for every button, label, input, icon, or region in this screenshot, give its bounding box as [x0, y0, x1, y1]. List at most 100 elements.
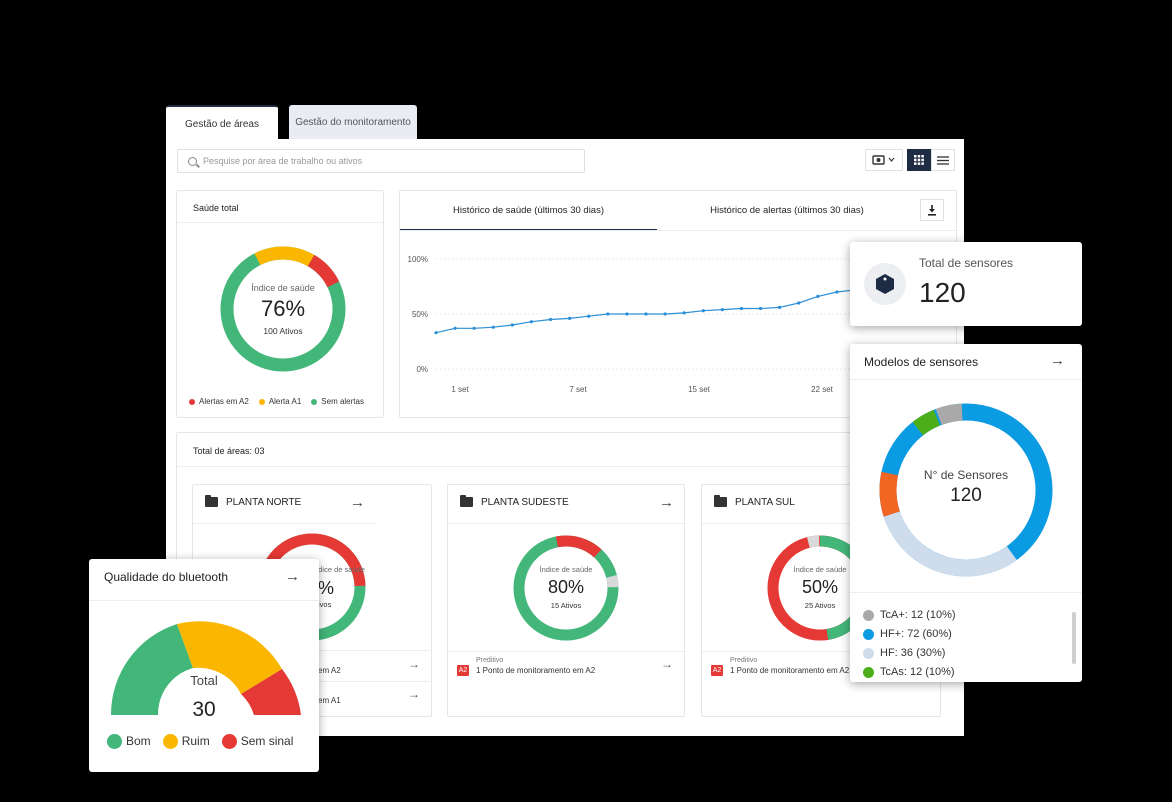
arrow-right-icon[interactable]: →: [408, 687, 420, 701]
data-point: [491, 325, 495, 329]
data-point: [663, 312, 667, 316]
bluetooth-center-label: Total: [190, 673, 218, 688]
legend-item: Ruim: [162, 734, 210, 750]
y-tick-label: 100%: [408, 255, 428, 264]
sensor-models-title: Modelos de sensores: [864, 355, 979, 369]
tab-alerts-history[interactable]: Histórico de alertas (últimos 30 dias): [657, 191, 917, 229]
area-value: 80%: [547, 577, 585, 597]
arrow-right-icon[interactable]: →: [285, 568, 300, 585]
alert-type: Preditivo: [476, 657, 504, 664]
scrollbar[interactable]: [1072, 612, 1076, 664]
list-icon: [937, 155, 949, 165]
bluetooth-card: Qualidade do bluetooth → Total 30 Bom Ru…: [89, 559, 319, 772]
data-point: [434, 331, 438, 335]
list-view-button[interactable]: [931, 149, 955, 171]
x-tick-label: 15 set: [688, 385, 711, 394]
data-point: [606, 312, 610, 316]
folder-icon: [714, 495, 727, 508]
arrow-right-icon[interactable]: →: [350, 494, 365, 511]
legend-item: TcAs: 12 (10%): [863, 663, 956, 682]
area-name: PLANTA SUDESTE: [460, 495, 569, 508]
sensor-models-center-label: N° de Sensores: [923, 468, 1009, 482]
bluetooth-legend: Bom Ruim Sem sinal: [107, 734, 293, 750]
tab-label: Histórico de saúde (últimos 30 dias): [452, 204, 604, 216]
area-name: PLANTA NORTE: [205, 495, 301, 508]
bluetooth-title: Qualidade do bluetooth: [104, 570, 229, 584]
arrow-right-icon[interactable]: →: [659, 494, 674, 511]
arrow-right-icon[interactable]: →: [408, 657, 420, 671]
data-point: [701, 309, 705, 313]
data-point: [682, 311, 686, 315]
health-value: 76%: [260, 296, 306, 321]
area-assets: 25 Ativos: [804, 601, 836, 610]
camera-icon: [872, 155, 895, 165]
sensor-models-legend: TcA+: 12 (10%) HF+: 72 (60%) HF: 36 (30%…: [863, 606, 956, 682]
data-point: [720, 308, 724, 312]
x-tick-label: 22 set: [811, 385, 834, 394]
download-icon: [928, 204, 936, 216]
sensor-models-card: Modelos de sensores → N° de Sensores 120…: [850, 344, 1082, 682]
series-line: [435, 289, 857, 334]
alert-desc: 1 Ponto de monitoramento em A2: [730, 666, 850, 675]
tab-gestao-monitoramento[interactable]: Gestão do monitoramento: [289, 105, 417, 139]
alert-type: Preditivo: [730, 657, 758, 664]
data-point: [625, 312, 629, 316]
legend-item: HF+: 72 (60%): [863, 625, 956, 644]
area-name: PLANTA SUL: [714, 495, 795, 508]
area-donut: [513, 535, 619, 641]
tab-gestao-areas[interactable]: Gestão de áreas: [166, 105, 278, 141]
data-point: [644, 312, 648, 316]
a2-badge: A2: [457, 665, 469, 676]
alert-row[interactable]: A2: [711, 659, 723, 677]
bluetooth-gauge: [110, 621, 301, 715]
grid-icon: [914, 155, 924, 165]
legend-item: Sem alertas: [311, 397, 364, 406]
x-tick-label: 1 set: [451, 385, 469, 394]
area-assets: ivos: [318, 600, 332, 609]
arrow-right-icon[interactable]: →: [661, 657, 673, 671]
total-sensors-value: 120: [919, 277, 966, 308]
data-point: [510, 323, 514, 327]
data-point: [568, 316, 572, 320]
health-total-card: Saúde total Índice de saúde 76% 100 Ativ…: [176, 190, 384, 418]
total-sensors-card: Total de sensores 120: [850, 242, 1082, 326]
health-assets: 100 Ativos: [263, 326, 303, 336]
folder-icon: [205, 495, 218, 508]
health-center-label: Índice de saúde: [251, 283, 315, 293]
total-sensors-label: Total de sensores: [919, 256, 1014, 270]
alert-row[interactable]: A2: [457, 659, 469, 677]
area-center-label: Índice de saúde: [312, 565, 365, 574]
legend-item: Bom: [107, 734, 151, 750]
bluetooth-value: 30: [192, 698, 216, 721]
area-assets: 15 Ativos: [550, 601, 582, 610]
data-point: [816, 294, 820, 298]
legend-item: Alerta A1: [258, 397, 301, 406]
grid-view-button[interactable]: [907, 149, 931, 171]
data-point: [778, 305, 782, 309]
y-tick-label: 50%: [412, 310, 428, 319]
alert-desc: 1 Ponto de monitoramento em A2: [476, 666, 596, 675]
tab-health-history[interactable]: Histórico de saúde (últimos 30 dias): [400, 191, 657, 231]
total-areas-label: Total de áreas: 03: [193, 446, 265, 456]
data-point: [739, 306, 744, 311]
folder-icon: [460, 495, 473, 508]
area-center-label: Índice de saúde: [793, 565, 847, 574]
data-point: [548, 317, 553, 322]
y-tick-label: 0%: [416, 365, 428, 374]
data-point: [587, 314, 591, 318]
arrow-right-icon[interactable]: →: [1050, 352, 1065, 369]
area-center-label: Índice de saúde: [539, 565, 593, 574]
data-point: [797, 301, 801, 305]
sensor-models-donut: [879, 403, 1053, 577]
area-card-sudeste[interactable]: PLANTA SUDESTE → Índice de saúde 80% 15 …: [447, 484, 685, 717]
x-tick-label: 7 set: [569, 385, 587, 394]
legend-item: HF: 36 (30%): [863, 644, 956, 663]
alert-desc: em A1: [318, 696, 341, 705]
health-total-title: Saúde total: [193, 203, 239, 213]
legend-item: Alertas em A2: [189, 397, 249, 406]
camera-dropdown-button[interactable]: [865, 149, 903, 171]
data-point: [472, 326, 476, 330]
search-input[interactable]: Pesquise por área de trabalho ou ativos: [177, 149, 585, 173]
health-legend: Alertas em A2 Alerta A1 Sem alertas: [189, 397, 364, 406]
download-button[interactable]: [920, 199, 944, 221]
